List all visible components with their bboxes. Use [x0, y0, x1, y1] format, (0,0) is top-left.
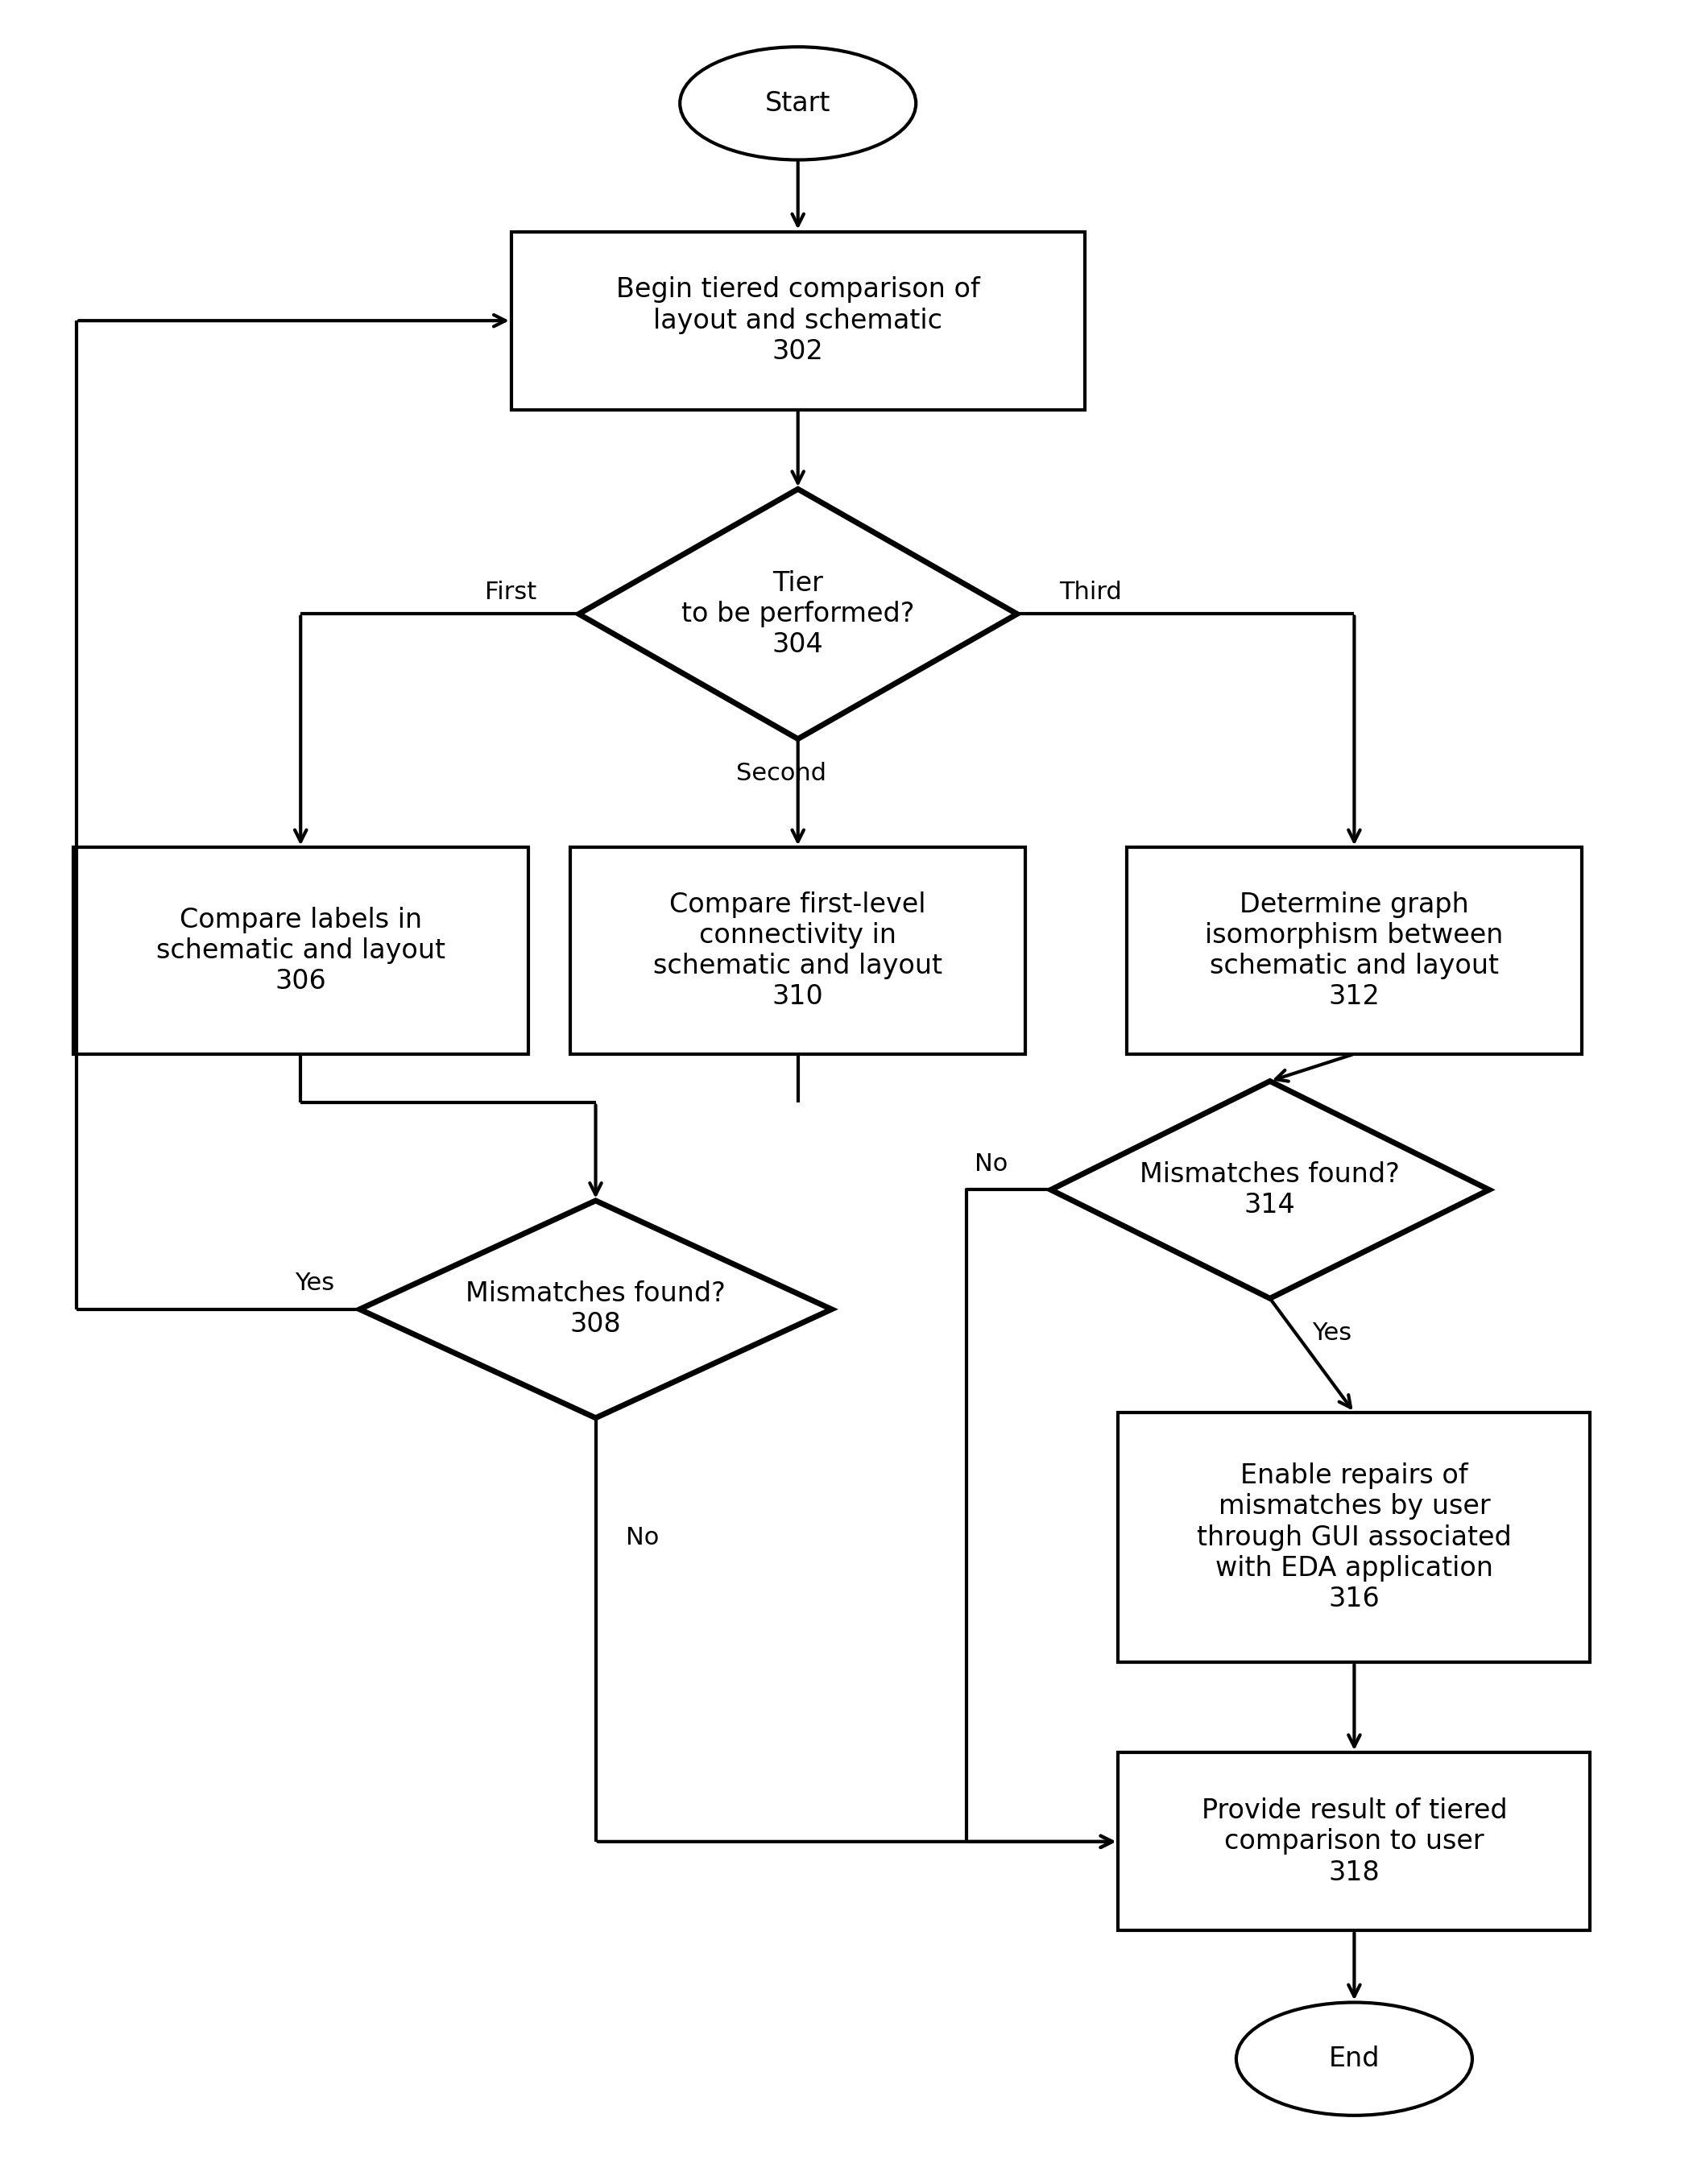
Text: Yes: Yes [295, 1271, 334, 1295]
Text: Determine graph
isomorphism between
schematic and layout
312: Determine graph isomorphism between sche… [1205, 891, 1504, 1011]
Text: No: No [626, 1527, 658, 1548]
Text: End: End [1329, 2046, 1380, 2073]
Text: Mismatches found?
314: Mismatches found? 314 [1140, 1162, 1400, 1219]
Polygon shape [1050, 1081, 1488, 1299]
Text: Start: Start [765, 90, 832, 116]
Text: Compare labels in
schematic and layout
306: Compare labels in schematic and layout 3… [156, 906, 445, 996]
Text: Compare first-level
connectivity in
schematic and layout
310: Compare first-level connectivity in sche… [653, 891, 942, 1011]
Text: No: No [976, 1151, 1008, 1175]
Bar [73, 847, 528, 1055]
Text: Second: Second [736, 762, 826, 786]
Bar [1118, 1752, 1590, 1931]
Text: Mismatches found?
308: Mismatches found? 308 [465, 1280, 726, 1339]
Polygon shape [360, 1201, 832, 1417]
Text: Tier
to be performed?
304: Tier to be performed? 304 [680, 570, 915, 657]
Text: Enable repairs of
mismatches by user
through GUI associated
with EDA application: Enable repairs of mismatches by user thr… [1196, 1463, 1512, 1612]
Ellipse shape [680, 46, 916, 159]
Text: Yes: Yes [1312, 1321, 1353, 1345]
Text: Third: Third [1059, 581, 1122, 605]
Bar [1127, 847, 1582, 1055]
Bar [1118, 1413, 1590, 1662]
Text: Provide result of tiered
comparison to user
318: Provide result of tiered comparison to u… [1201, 1797, 1507, 1885]
Text: Begin tiered comparison of
layout and schematic
302: Begin tiered comparison of layout and sc… [616, 277, 979, 365]
Ellipse shape [1235, 2003, 1473, 2116]
Bar [570, 847, 1025, 1055]
Polygon shape [579, 489, 1017, 738]
Text: First: First [485, 581, 536, 605]
Bar [511, 232, 1084, 411]
